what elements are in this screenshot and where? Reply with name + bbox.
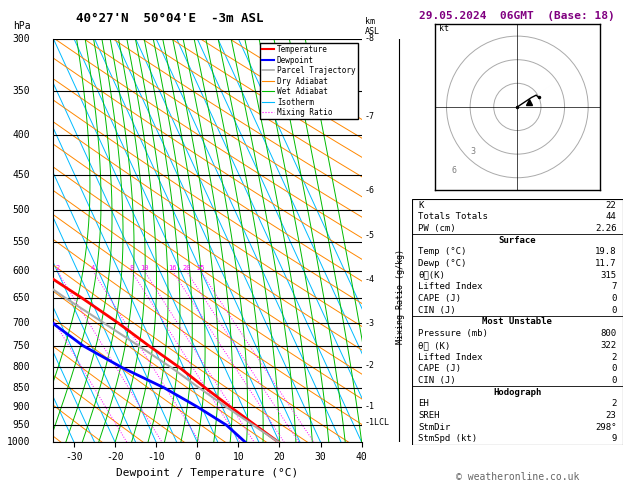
Text: CIN (J): CIN (J) [418,306,456,315]
Text: -3: -3 [365,319,375,328]
Text: 19.8: 19.8 [595,247,616,256]
Legend: Temperature, Dewpoint, Parcel Trajectory, Dry Adiabat, Wet Adiabat, Isotherm, Mi: Temperature, Dewpoint, Parcel Trajectory… [260,43,358,120]
Text: 40°27'N  50°04'E  -3m ASL: 40°27'N 50°04'E -3m ASL [76,12,264,25]
Text: 2: 2 [611,352,616,362]
Text: 650: 650 [13,293,30,303]
Text: Totals Totals: Totals Totals [418,212,488,221]
Text: 850: 850 [13,383,30,393]
Text: Most Unstable: Most Unstable [482,317,552,327]
Text: -6: -6 [365,186,375,195]
Text: 0: 0 [611,364,616,373]
Text: -1LCL: -1LCL [365,418,390,427]
Text: 25: 25 [196,265,205,271]
Text: StmSpd (kt): StmSpd (kt) [418,434,477,443]
Text: 700: 700 [13,318,30,328]
Text: 300: 300 [13,34,30,44]
Text: 800: 800 [13,363,30,372]
Text: 23: 23 [606,411,616,420]
Text: 0: 0 [611,376,616,385]
Text: K: K [418,201,424,209]
Text: -5: -5 [365,231,375,240]
Text: 500: 500 [13,205,30,215]
Text: © weatheronline.co.uk: © weatheronline.co.uk [455,472,579,482]
Text: CAPE (J): CAPE (J) [418,364,461,373]
Text: 29.05.2024  06GMT  (Base: 18): 29.05.2024 06GMT (Base: 18) [420,11,615,21]
Text: 8: 8 [130,265,133,271]
Text: 2.26: 2.26 [595,224,616,233]
Text: Lifted Index: Lifted Index [418,282,483,292]
Text: 800: 800 [600,329,616,338]
Text: 750: 750 [13,341,30,351]
Text: Surface: Surface [499,236,536,244]
Text: EH: EH [418,399,429,408]
Text: 950: 950 [13,420,30,430]
Text: 9: 9 [611,434,616,443]
Text: 2: 2 [611,399,616,408]
Text: -8: -8 [365,35,375,43]
Text: -1: -1 [365,402,375,411]
Text: Dewp (°C): Dewp (°C) [418,259,467,268]
Text: -4: -4 [365,276,375,284]
Text: 16: 16 [169,265,177,271]
Text: θᴇ(K): θᴇ(K) [418,271,445,280]
Text: θᴇ (K): θᴇ (K) [418,341,450,350]
Text: 4: 4 [91,265,95,271]
Text: SREH: SREH [418,411,440,420]
Text: StmDir: StmDir [418,423,450,432]
Text: CIN (J): CIN (J) [418,376,456,385]
Text: 20: 20 [182,265,191,271]
Text: 550: 550 [13,237,30,247]
Text: 400: 400 [13,130,30,140]
Text: kt: kt [440,24,450,34]
Text: 3: 3 [470,147,475,156]
Text: 322: 322 [600,341,616,350]
Text: -2: -2 [365,361,375,370]
Text: km
ASL: km ASL [365,17,380,36]
Text: 450: 450 [13,170,30,180]
Text: hPa: hPa [13,21,30,31]
Text: 900: 900 [13,402,30,412]
Text: Lifted Index: Lifted Index [418,352,483,362]
Text: -7: -7 [365,112,375,121]
Text: 0: 0 [611,306,616,315]
Text: 44: 44 [606,212,616,221]
Text: 0: 0 [611,294,616,303]
Text: Mixing Ratio (g/kg): Mixing Ratio (g/kg) [396,249,406,344]
Text: Hodograph: Hodograph [493,388,542,397]
Text: 6: 6 [451,166,456,175]
Text: 1000: 1000 [7,437,30,447]
Text: 315: 315 [600,271,616,280]
Text: CAPE (J): CAPE (J) [418,294,461,303]
X-axis label: Dewpoint / Temperature (°C): Dewpoint / Temperature (°C) [116,468,299,478]
Text: 22: 22 [606,201,616,209]
Text: Temp (°C): Temp (°C) [418,247,467,256]
Text: 350: 350 [13,86,30,96]
Text: 600: 600 [13,266,30,276]
Text: 2: 2 [55,265,60,271]
Text: 298°: 298° [595,423,616,432]
Text: 10: 10 [140,265,148,271]
Text: Pressure (mb): Pressure (mb) [418,329,488,338]
Text: 11.7: 11.7 [595,259,616,268]
Text: 7: 7 [611,282,616,292]
Text: PW (cm): PW (cm) [418,224,456,233]
